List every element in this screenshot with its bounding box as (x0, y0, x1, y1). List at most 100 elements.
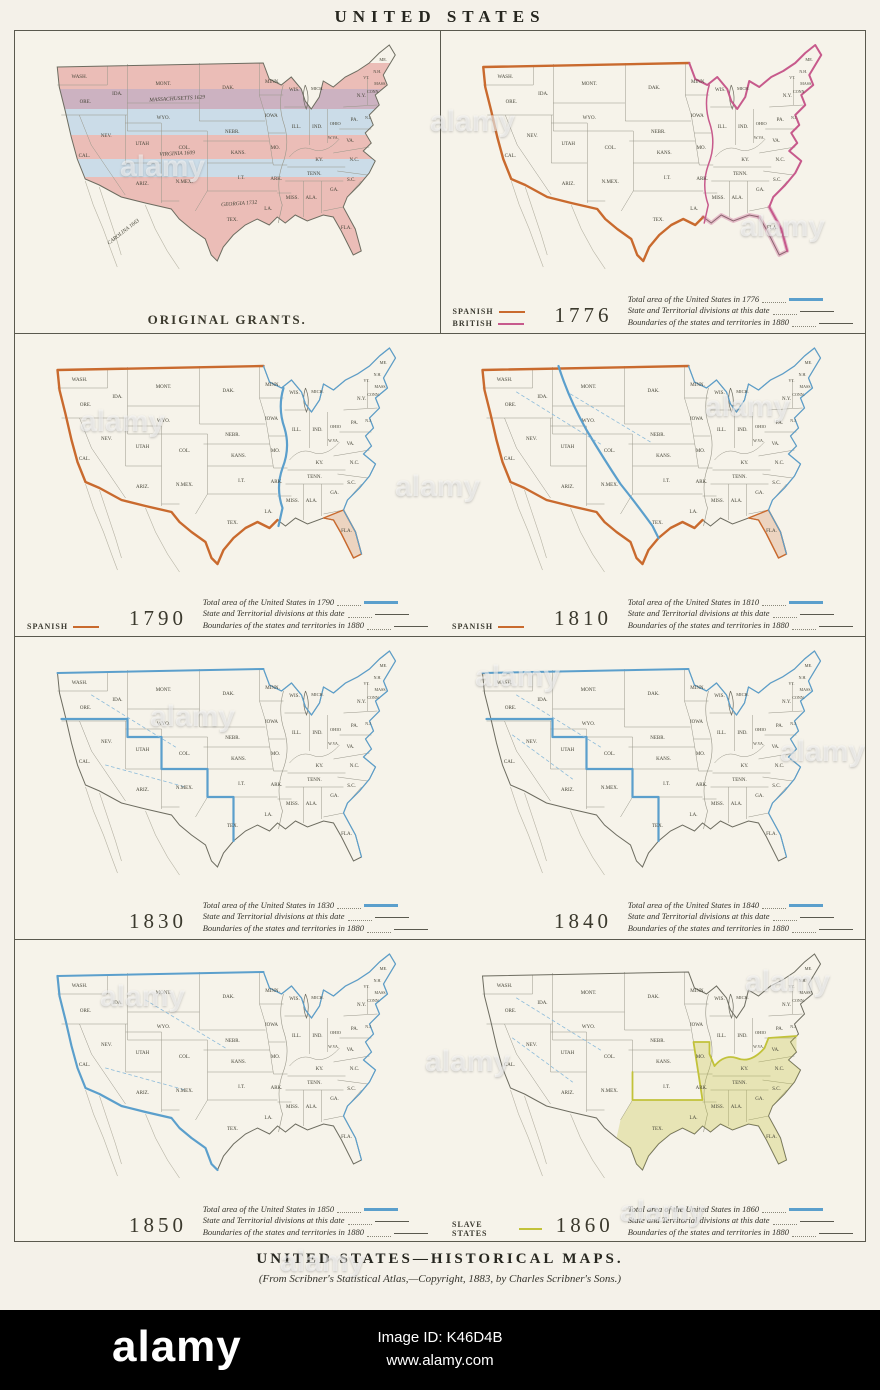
svg-text:IND.: IND. (312, 731, 322, 736)
svg-text:ALA.: ALA. (731, 499, 743, 504)
svg-text:MO.: MO. (271, 449, 280, 454)
territorial-overlay (481, 347, 822, 566)
charter-annotation: MASSACHUSETTS 1629 (148, 95, 205, 104)
svg-text:MISS.: MISS. (711, 802, 724, 807)
map-note-line: State and Territorial divisions at this … (628, 609, 834, 619)
note-text: State and Territorial divisions at this … (627, 305, 770, 316)
svg-text:MONT.: MONT. (581, 82, 597, 87)
svg-text:MASS.: MASS. (800, 990, 812, 995)
svg-text:VA.: VA. (347, 745, 355, 750)
map-row-1: WASH. ORE. IDA. MONT. WYO. NEV. UTAH COL. CAL. AR… (15, 31, 865, 334)
svg-text:VA.: VA. (772, 442, 780, 447)
svg-text:KY.: KY. (316, 461, 324, 466)
note-text: Total area of the United States in 1840 (627, 899, 760, 910)
svg-text:TEX.: TEX. (652, 521, 663, 526)
note-text: Total area of the United States in 1776 (627, 293, 760, 304)
svg-text:MICH.: MICH. (311, 86, 324, 91)
us-map-1850: WASH. ORE. IDA. MONT. WYO. NEV. UTAH COL. CAL. AR… (56, 953, 397, 1179)
us-map-1776: WASH. ORE. IDA. MONT. WYO. NEV. UTAH COL. CAL. AR… (481, 44, 822, 270)
note-line-swatch (789, 298, 824, 302)
svg-text:VA.: VA. (347, 1048, 355, 1053)
svg-text:WASH.: WASH. (497, 378, 512, 383)
svg-text:MISS.: MISS. (711, 196, 724, 201)
svg-text:N.H.: N.H. (799, 978, 807, 983)
svg-text:WIS.: WIS. (289, 997, 299, 1002)
dotted-leader (367, 623, 391, 630)
svg-text:W.VA.: W.VA. (753, 438, 764, 443)
svg-text:MONT.: MONT. (156, 688, 172, 693)
svg-text:DAK.: DAK. (222, 692, 234, 697)
svg-text:UTAH: UTAH (561, 142, 575, 147)
legend-color-line (497, 322, 524, 325)
svg-text:NEBR.: NEBR. (225, 433, 240, 438)
svg-text:IDA.: IDA. (537, 1001, 547, 1006)
map-notes: Total area of the United States in 1830 S… (202, 900, 428, 934)
svg-text:N.H.: N.H. (374, 675, 382, 680)
svg-text:WIS.: WIS. (714, 694, 724, 699)
svg-text:IDA.: IDA. (538, 92, 548, 97)
svg-text:WASH.: WASH. (72, 681, 87, 686)
svg-text:IOWA: IOWA (265, 1023, 278, 1028)
svg-text:GA.: GA. (755, 794, 763, 799)
territorial-overlay (512, 997, 801, 1170)
svg-text:N.J.: N.J. (365, 1024, 371, 1029)
dotted-leader (772, 611, 797, 618)
svg-text:W.VA.: W.VA. (753, 741, 764, 746)
svg-text:ORE.: ORE. (505, 1009, 516, 1014)
svg-text:S.C.: S.C. (772, 481, 781, 486)
dotted-leader (347, 914, 372, 921)
svg-text:GA.: GA. (330, 794, 338, 799)
svg-text:COL.: COL. (604, 1055, 615, 1060)
svg-text:ME.: ME. (805, 57, 813, 62)
panel-caption-area: 1840 Total area of the United States in 1… (452, 899, 853, 934)
stock-photo-bar: alamy Image ID: K46D4B www.alamy.com (0, 1310, 880, 1390)
svg-text:MASS.: MASS. (375, 384, 387, 389)
svg-text:NEBR.: NEBR. (650, 433, 665, 438)
svg-text:N.H.: N.H. (374, 372, 382, 377)
dotted-leader (337, 599, 362, 607)
svg-text:KY.: KY. (741, 764, 749, 769)
map-note-line: Total area of the United States in 1810 (628, 597, 824, 608)
svg-text:UTAH: UTAH (561, 445, 575, 450)
svg-text:IND.: IND. (737, 428, 747, 433)
svg-text:N.Y.: N.Y. (782, 94, 791, 99)
dotted-leader (337, 1206, 362, 1214)
svg-text:VA.: VA. (346, 139, 354, 144)
panel-caption-area: SPANISH 1810 Total area of the United Stat… (452, 597, 853, 631)
note-text: Boundaries of the states and territories… (627, 1227, 789, 1238)
note-text: Boundaries of the states and territories… (202, 1227, 364, 1238)
svg-text:COL.: COL. (604, 752, 615, 757)
svg-text:MICH.: MICH. (311, 692, 324, 697)
svg-text:N.C.: N.C. (350, 461, 359, 466)
svg-text:CAL.: CAL. (504, 760, 515, 765)
svg-text:WIS.: WIS. (715, 88, 725, 93)
svg-text:TENN.: TENN. (732, 475, 747, 480)
svg-text:PA.: PA. (351, 1027, 358, 1032)
svg-text:N.C.: N.C. (350, 764, 359, 769)
state-labels: WASH. ORE. IDA. MONT. WYO. NEV. UTAH COL. CAL. AR… (72, 360, 388, 534)
svg-text:I.T.: I.T. (663, 176, 670, 181)
svg-text:WASH.: WASH. (497, 681, 512, 686)
state-boundaries (56, 953, 397, 1179)
svg-text:MINN.: MINN. (265, 686, 280, 691)
plate-footer-title: UNITED STATES—HISTORICAL MAPS. (256, 1251, 624, 1267)
svg-text:GA.: GA. (330, 188, 338, 193)
svg-text:TENN.: TENN. (307, 778, 322, 783)
svg-text:ARK.: ARK. (696, 177, 708, 182)
svg-text:ARIZ.: ARIZ. (561, 485, 574, 490)
us-map-1810: WASH. ORE. IDA. MONT. WYO. NEV. UTAH COL. CAL. AR… (481, 347, 822, 573)
svg-text:MINN.: MINN. (690, 80, 705, 85)
dotted-leader (762, 1206, 787, 1214)
dotted-leader (367, 1230, 391, 1237)
svg-text:MASS.: MASS. (800, 687, 812, 692)
state-labels: WASH. ORE. IDA. MONT. WYO. NEV. UTAH COL. CAL. AR… (72, 663, 388, 837)
svg-text:WIS.: WIS. (714, 391, 724, 396)
svg-text:N.C.: N.C. (350, 1067, 359, 1072)
panel-1860: WASH. ORE. IDA. MONT. WYO. NEV. UTAH COL. CAL. AR… (440, 940, 865, 1243)
legend-color-line (498, 310, 525, 313)
svg-text:NEV.: NEV. (526, 134, 537, 139)
note-line-swatch (374, 916, 409, 918)
svg-text:VT.: VT. (788, 984, 794, 989)
svg-text:IND.: IND. (312, 428, 322, 433)
note-text: State and Territorial divisions at this … (202, 911, 345, 922)
